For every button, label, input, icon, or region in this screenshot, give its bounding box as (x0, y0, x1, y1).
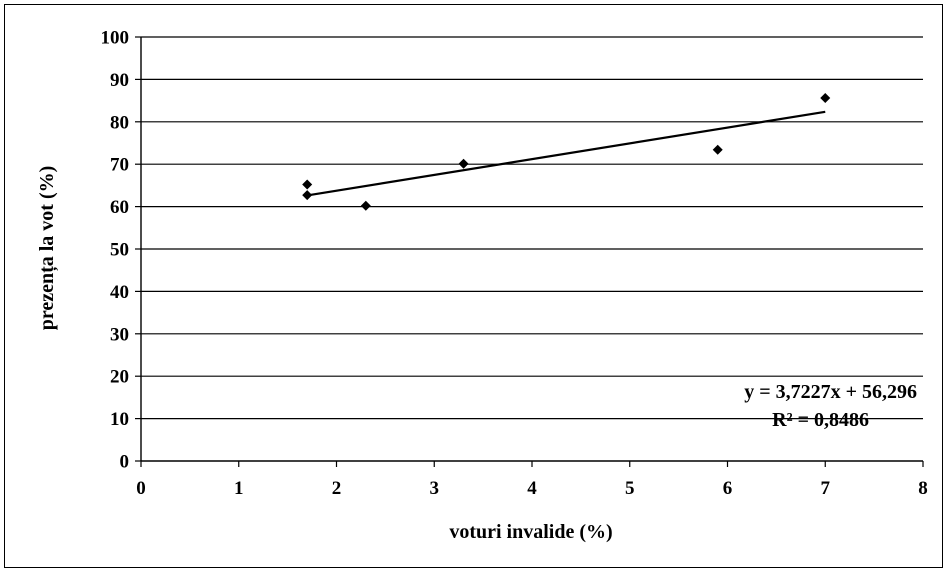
y-tick-label-10: 10 (110, 409, 129, 430)
y-axis-title: prezența la vot (%) (36, 166, 59, 331)
x-tick-label-3: 3 (430, 478, 440, 499)
axes (135, 36, 924, 467)
trendline-r-squared: R² = 0,8486 (772, 409, 869, 431)
x-axis-title: voturi invalide (%) (449, 521, 612, 543)
y-tick-label-40: 40 (110, 282, 129, 303)
y-tick-label-30: 30 (110, 324, 129, 345)
y-tick-labels: 0 10 20 30 40 50 60 70 80 90 100 (101, 28, 130, 473)
x-tick-label-1: 1 (234, 478, 244, 499)
y-tick-label-50: 50 (110, 240, 129, 261)
y-tick-label-20: 20 (110, 367, 129, 388)
trendline-group (306, 110, 826, 197)
y-tick-label-80: 80 (110, 112, 129, 133)
data-point-1 (302, 179, 313, 190)
grid-lines (141, 36, 923, 420)
trendline (306, 110, 826, 197)
x-tick-label-7: 7 (821, 478, 831, 499)
x-tick-labels: 0 1 2 3 4 5 6 7 8 (136, 478, 928, 499)
trendline-equation: y = 3,7227x + 56,296 (744, 381, 917, 403)
y-tick-label-60: 60 (110, 197, 129, 218)
chart-frame (4, 4, 943, 568)
x-tick-label-5: 5 (625, 478, 635, 499)
x-tick-label-0: 0 (136, 478, 146, 499)
y-tick-label-100: 100 (101, 28, 130, 49)
y-tick-label-0: 0 (120, 452, 130, 473)
y-tick-label-70: 70 (110, 155, 129, 176)
data-point-5 (712, 144, 723, 155)
x-tick-label-6: 6 (723, 478, 733, 499)
data-point-2 (302, 190, 313, 201)
data-point-3 (360, 200, 371, 211)
x-tick-label-8: 8 (918, 478, 928, 499)
x-tick-label-2: 2 (332, 478, 342, 499)
y-tick-label-90: 90 (110, 70, 129, 91)
data-point-6 (820, 93, 831, 104)
x-tick-label-4: 4 (527, 478, 537, 499)
data-point-4 (458, 158, 469, 169)
data-points (302, 93, 831, 211)
